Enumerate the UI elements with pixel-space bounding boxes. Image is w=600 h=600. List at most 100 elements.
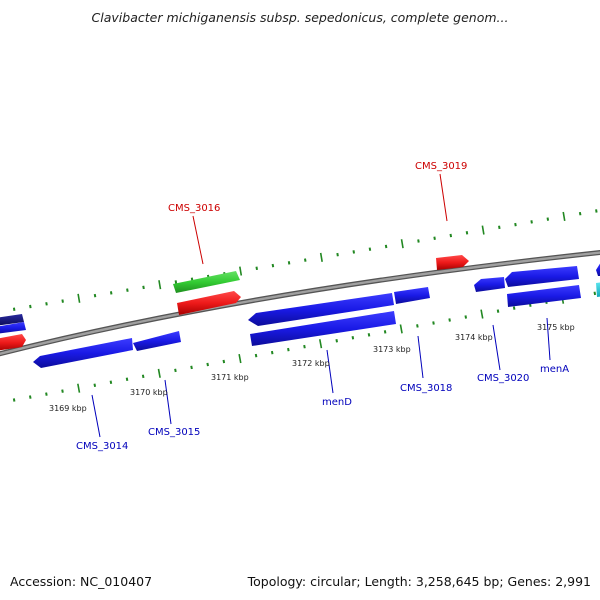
rail-tick xyxy=(318,339,323,349)
rail-tick xyxy=(12,307,16,312)
gene-dark-left[interactable] xyxy=(0,314,24,326)
rail-tick xyxy=(158,280,162,290)
rail-tick xyxy=(417,239,420,243)
gene-label-cms3015[interactable]: CMS_3015 xyxy=(148,427,200,438)
rail-tick xyxy=(45,392,48,396)
rail-tick xyxy=(141,374,145,379)
gene-label-cms3018[interactable]: CMS_3018 xyxy=(400,383,452,394)
rail-tick xyxy=(287,261,291,265)
tick-label-3174: 3174 kbp xyxy=(455,333,493,342)
gene-blue-cms3018[interactable] xyxy=(394,287,430,304)
gene-label-mena[interactable]: menA xyxy=(540,364,569,375)
rail-tick xyxy=(351,336,355,340)
rail-tick xyxy=(383,330,387,334)
gene-label-cms3014[interactable]: CMS_3014 xyxy=(76,441,128,452)
rail-tick xyxy=(238,353,242,364)
gene-blue-mena-upper[interactable] xyxy=(505,266,579,287)
rail-tick xyxy=(303,258,307,262)
rail-tick xyxy=(352,250,356,254)
rail-tick xyxy=(271,263,275,268)
rail-tick xyxy=(449,233,453,238)
gene-blue-cms3015[interactable] xyxy=(133,331,181,351)
gene-labels: CMS_3016 CMS_3019 CMS_3014 CMS_3015 menD… xyxy=(76,161,569,452)
rail-tick xyxy=(93,293,97,298)
gene-blue-mena-lower[interactable] xyxy=(507,285,581,307)
tick-label-3171: 3171 kbp xyxy=(211,373,249,382)
rail-tick xyxy=(270,350,274,355)
genome-summary-text: Topology: circular; Length: 3,258,645 bp… xyxy=(247,574,591,589)
gene-green-cms3016[interactable] xyxy=(173,271,240,293)
gene-blue-right-edge[interactable] xyxy=(596,262,600,276)
rail-tick xyxy=(480,309,484,319)
gene-cyan-right-edge[interactable] xyxy=(596,282,600,297)
rail-tick xyxy=(400,239,404,249)
rail-tick xyxy=(562,211,566,221)
rail-tick xyxy=(174,368,177,373)
rail-tick xyxy=(496,309,500,313)
genome-backbone xyxy=(0,250,600,357)
rail-tick xyxy=(28,395,32,399)
rail-tick xyxy=(222,359,226,364)
tick-label-3169: 3169 kbp xyxy=(49,404,87,413)
gene-label-mend[interactable]: menD xyxy=(322,397,352,408)
rail-tick xyxy=(512,306,516,310)
rail-tick xyxy=(254,353,258,358)
gene-red-cms3016[interactable] xyxy=(177,291,241,315)
rail-tick xyxy=(126,288,129,292)
gene-blue-mend-upper[interactable] xyxy=(248,293,394,326)
rail-tick xyxy=(336,252,339,257)
rail-tick xyxy=(29,304,32,309)
rail-tick xyxy=(61,299,64,303)
gene-label-cms3020[interactable]: CMS_3020 xyxy=(477,373,529,384)
rail-tick xyxy=(12,398,16,402)
gene-red-left[interactable] xyxy=(0,334,26,351)
rail-tick xyxy=(433,236,436,241)
label-leader-lines xyxy=(91,173,551,438)
rail-tick xyxy=(448,318,451,322)
rail-tick xyxy=(593,291,597,296)
rail-tick xyxy=(303,344,306,349)
rail-tick xyxy=(125,377,129,382)
rail-tick xyxy=(142,285,145,290)
rail-tick xyxy=(109,380,113,385)
rail-tick xyxy=(399,324,403,334)
gene-blue-cms3020-upper[interactable] xyxy=(474,277,505,292)
gene-red-cms3019[interactable] xyxy=(436,255,469,270)
gene-blue-mend-lower[interactable] xyxy=(250,311,396,346)
rail-tick xyxy=(530,220,533,224)
rail-tick xyxy=(190,365,193,370)
rail-tick xyxy=(287,347,290,352)
rail-tick xyxy=(335,338,339,343)
rail-tick xyxy=(368,247,372,251)
tick-label-3175: 3175 kbp xyxy=(537,323,575,332)
gene-blue-cms3014[interactable] xyxy=(33,338,133,368)
gene-label-cms3016[interactable]: CMS_3016 xyxy=(168,203,220,214)
tick-label-3170: 3170 kbp xyxy=(130,388,168,397)
rail-tick xyxy=(481,225,485,235)
rail-tick xyxy=(255,266,258,271)
rail-tick xyxy=(61,389,64,393)
gene-label-cms3019[interactable]: CMS_3019 xyxy=(415,161,467,172)
rail-tick xyxy=(465,231,469,235)
rail-tick xyxy=(239,266,243,276)
accession-text: Accession: NC_010407 xyxy=(10,574,153,589)
genome-title: Clavibacter michiganensis subsp. sepedon… xyxy=(91,10,509,25)
rail-tick xyxy=(174,280,178,284)
rail-tick xyxy=(319,252,323,262)
rail-tick xyxy=(109,291,113,295)
tick-label-3172: 3172 kbp xyxy=(292,359,330,368)
rail-tick xyxy=(546,217,550,221)
rail-tick xyxy=(432,321,435,325)
rail-tick xyxy=(157,368,161,378)
rail-tick xyxy=(77,293,81,303)
rail-tick xyxy=(464,315,468,319)
rail-tick xyxy=(45,302,48,306)
rail-tick xyxy=(416,324,419,328)
gene-blue-left-top[interactable] xyxy=(0,322,26,334)
rail-tick xyxy=(595,209,598,213)
kbp-tick-labels: 3169 kbp 3170 kbp 3171 kbp 3172 kbp 3173… xyxy=(49,323,575,413)
rail-tick xyxy=(77,383,81,393)
rail-tick xyxy=(93,383,97,387)
